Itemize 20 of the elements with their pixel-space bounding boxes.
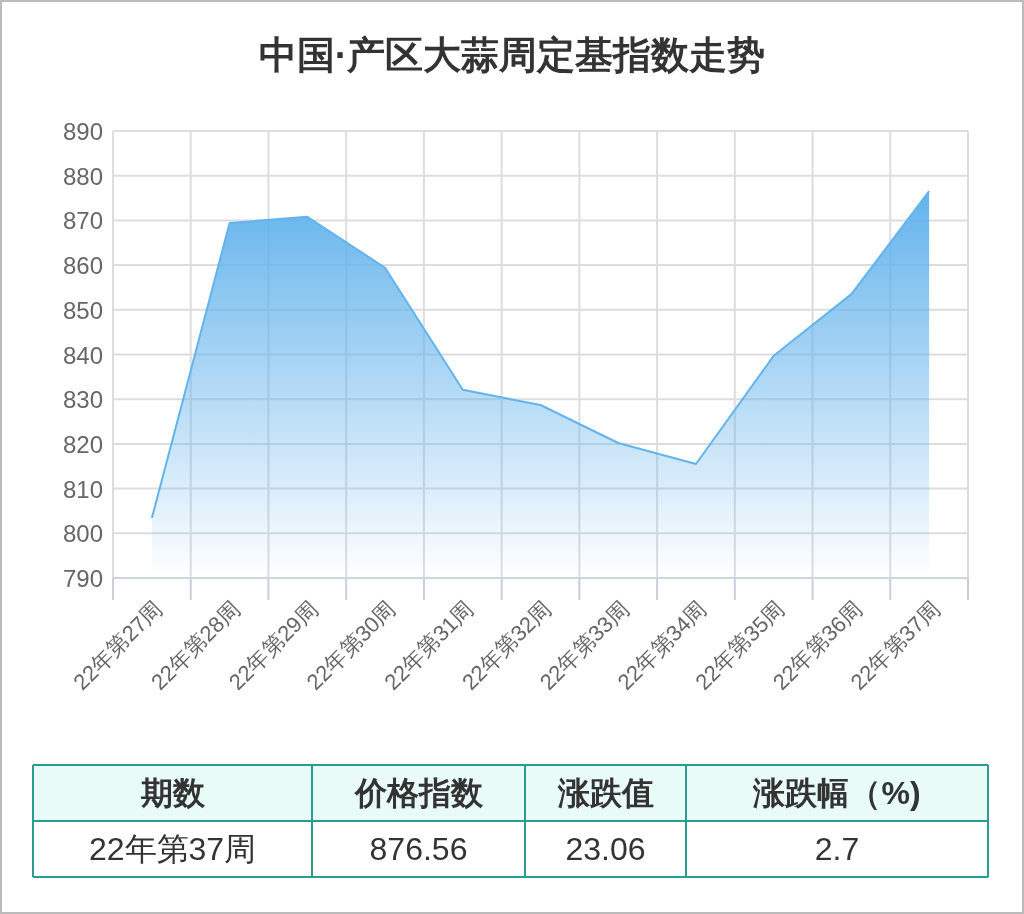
text: 涨跌幅（%) — [752, 775, 921, 811]
y-tick-label: 840 — [62, 341, 103, 369]
y-tick-label: 810 — [62, 475, 103, 503]
y-tick-label: 890 — [62, 118, 103, 145]
text: 876.56 — [369, 831, 468, 867]
y-tick-label: 800 — [62, 520, 103, 548]
y-tick-label: 790 — [62, 565, 103, 592]
y-tick-label: 880 — [62, 162, 103, 190]
text: 价格指数 — [352, 775, 484, 811]
y-tick-label: 830 — [62, 386, 103, 414]
text: 2.7 — [814, 831, 860, 867]
text: 涨跌值 — [556, 775, 654, 811]
chart-title: 中国·产区大蒜周定基指数走势 — [258, 34, 766, 76]
y-tick-label: 870 — [62, 207, 103, 235]
text: 期数 — [139, 775, 206, 811]
y-tick-label: 820 — [62, 430, 103, 458]
y-tick-label: 850 — [62, 296, 103, 324]
text: 22年第37周 — [88, 831, 257, 867]
text: 23.06 — [565, 831, 646, 867]
y-tick-label: 860 — [62, 252, 103, 280]
